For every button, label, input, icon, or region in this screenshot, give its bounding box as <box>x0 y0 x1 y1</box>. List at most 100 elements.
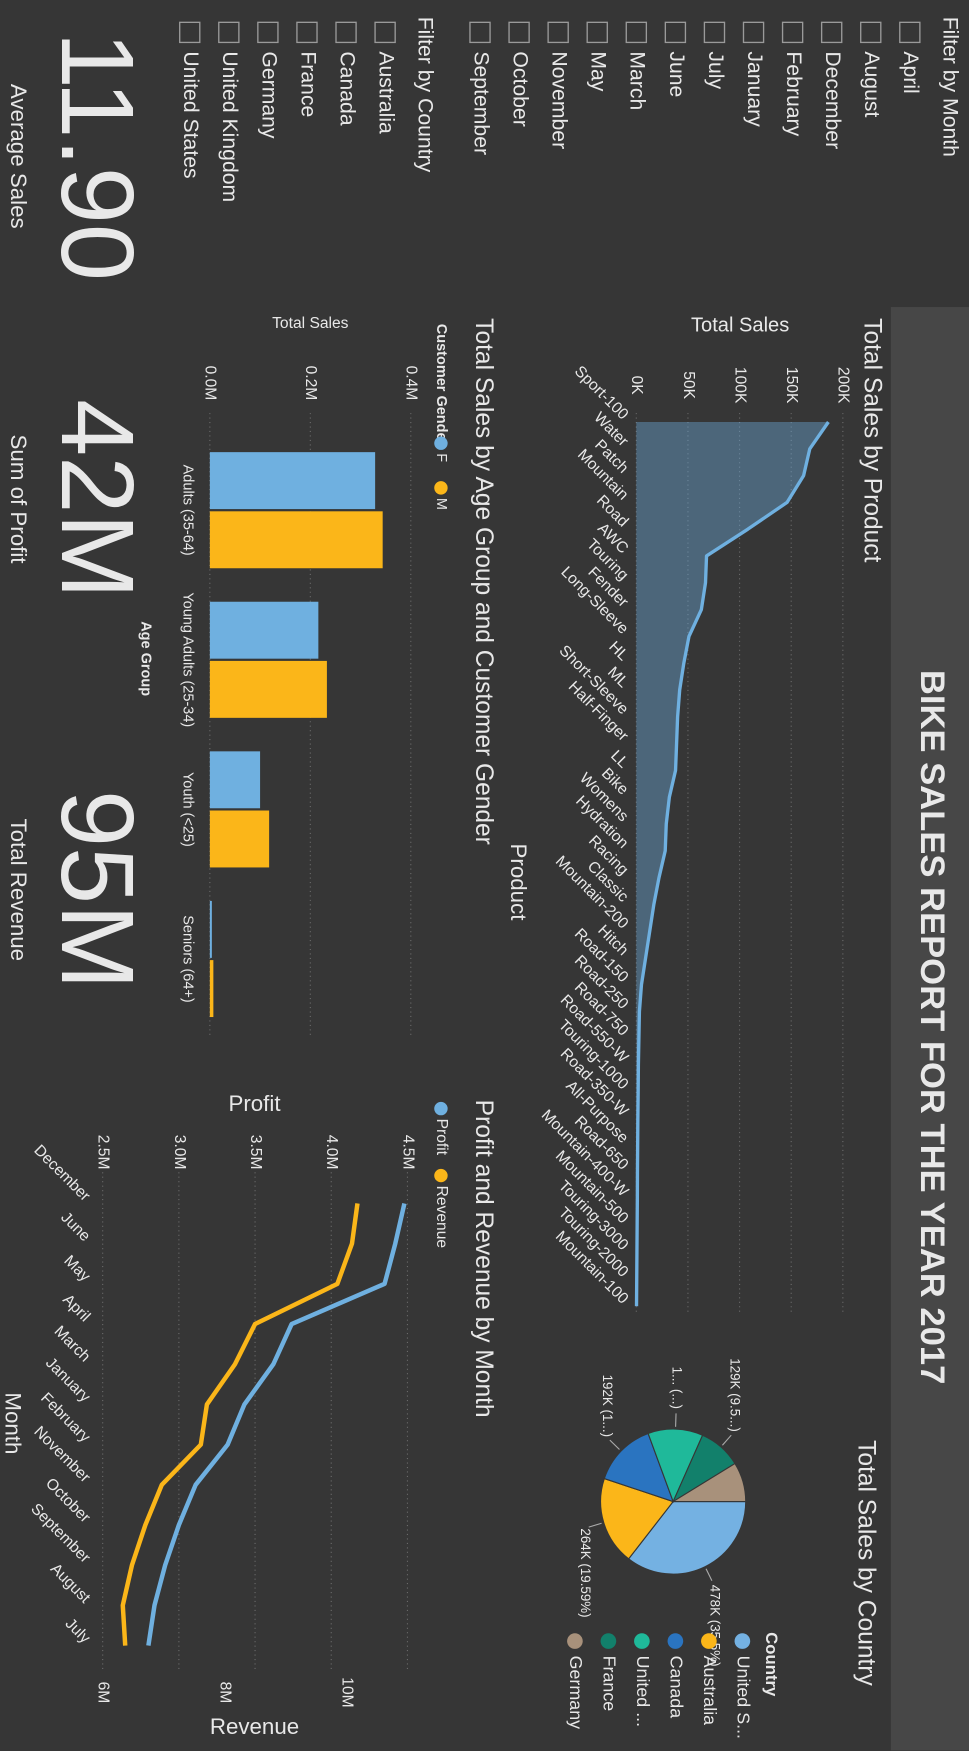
filter-checkbox[interactable] <box>703 21 726 44</box>
y-tick-label: 3.0M <box>171 1135 188 1170</box>
chart-title: Total Sales by Product <box>858 318 885 562</box>
line-series <box>146 1202 407 1646</box>
filter-option[interactable]: France <box>296 51 319 117</box>
legend-label: Profit <box>433 1119 450 1156</box>
legend-marker <box>434 1101 448 1116</box>
x-axis-title: Age Group <box>137 621 153 696</box>
legend-label: United ... <box>633 1656 653 1727</box>
legend-label: M <box>433 498 449 510</box>
bar <box>209 810 270 868</box>
legend-marker <box>434 436 448 450</box>
filter-option[interactable]: June <box>665 51 688 97</box>
filter-checkbox[interactable] <box>179 21 201 44</box>
kpi-label: Average Sales <box>6 84 31 229</box>
filter-option[interactable]: May <box>587 51 610 91</box>
bar <box>209 601 319 659</box>
y-tick-label: 0.0M <box>202 366 219 401</box>
y-tick-label: 0K <box>628 376 645 396</box>
kpi-label: Sum of Profit <box>6 435 31 565</box>
pie-slice <box>671 1462 747 1503</box>
filter-option[interactable]: October <box>508 51 531 126</box>
filter-checkbox[interactable] <box>899 21 921 44</box>
kpi-label: Total Revenue <box>6 818 31 961</box>
y-tick-label: 8M <box>216 1682 233 1704</box>
filter-checkbox[interactable] <box>820 21 843 44</box>
filter-checkbox[interactable] <box>860 21 882 44</box>
legend-label: France <box>600 1656 620 1712</box>
title-band <box>890 307 969 1751</box>
filter-option[interactable]: February <box>782 51 805 136</box>
area-line <box>634 421 830 1307</box>
x-tick-label: Adults (35-64) <box>180 465 196 556</box>
filter-option[interactable]: January <box>743 51 766 127</box>
filter-checkbox[interactable] <box>781 21 804 44</box>
y-tick-label: 0.4M <box>403 366 420 401</box>
legend-marker <box>600 1633 617 1649</box>
kpi-value: 95M <box>40 790 155 990</box>
filter-checkbox[interactable] <box>664 21 687 44</box>
filter-option[interactable]: Germany <box>257 51 280 139</box>
bar <box>209 660 327 718</box>
filter-option[interactable]: April <box>899 51 922 93</box>
label-leader <box>705 1568 713 1582</box>
filter-checkbox[interactable] <box>296 21 318 44</box>
y-axis-title: Total Sales <box>691 314 789 336</box>
y-tick-label: 0.2M <box>302 366 319 401</box>
legend-title: Country <box>762 1632 781 1697</box>
chart-title: Profit and Revenue by Month <box>470 1100 497 1418</box>
data-label: 192K (1...) <box>600 1375 615 1437</box>
filter-checkbox[interactable] <box>257 21 279 44</box>
x-axis-title: Month <box>0 1392 25 1454</box>
y2-axis-title: Revenue <box>210 1714 299 1739</box>
data-label: 478K (35.5%) <box>707 1585 722 1667</box>
legend-label: F <box>433 453 449 462</box>
x-tick-label: Young Adults (25-34) <box>180 592 196 727</box>
legend-marker <box>634 1633 650 1649</box>
area-fill <box>636 421 829 1307</box>
filter-option[interactable]: August <box>860 51 883 117</box>
data-label: 129K (9.5...) <box>728 1358 743 1432</box>
legend-marker <box>567 1633 583 1649</box>
filter-checkbox[interactable] <box>547 21 569 44</box>
filter-option[interactable]: March <box>626 51 649 110</box>
filter-option[interactable]: December <box>821 51 844 149</box>
filter-option[interactable]: United States <box>179 51 202 178</box>
y-axis-title: Profit <box>228 1091 281 1116</box>
legend-label: Germany <box>566 1656 586 1730</box>
line-series <box>120 1203 360 1646</box>
filter-option[interactable]: November <box>548 51 571 149</box>
filter-checkbox[interactable] <box>742 21 765 44</box>
kpi-value: 11.90 <box>40 32 155 281</box>
bar <box>209 452 376 510</box>
filter-checkbox[interactable] <box>218 21 240 44</box>
filter-option[interactable]: Canada <box>335 51 358 125</box>
filter-option[interactable]: Australia <box>375 51 398 134</box>
pie-slice <box>627 1500 747 1575</box>
x-tick-label: Youth (<25) <box>180 772 196 847</box>
legend-label: Canada <box>667 1656 687 1719</box>
x-tick-label: Seniors (64+) <box>180 915 196 1002</box>
legend-label: Revenue <box>433 1186 450 1248</box>
legend-marker <box>667 1633 684 1649</box>
data-label: 264K (19.59%) <box>578 1528 593 1617</box>
filter-checkbox[interactable] <box>586 21 608 44</box>
filter-checkbox[interactable] <box>625 21 648 44</box>
filter-option[interactable]: July <box>704 51 727 89</box>
legend-label: United S... <box>734 1656 754 1739</box>
filter-checkbox[interactable] <box>374 21 396 44</box>
filter-option[interactable]: United Kingdom <box>218 51 241 202</box>
chart-title: Total Sales by Country <box>853 1440 880 1686</box>
filter-option[interactable]: September <box>469 51 492 155</box>
filter-checkbox[interactable] <box>335 21 357 44</box>
legend-marker <box>701 1633 717 1649</box>
bar <box>209 511 383 569</box>
filter-checkbox[interactable] <box>508 21 530 44</box>
kpi-value: 42M <box>40 399 155 599</box>
y-tick-label: 3.5M <box>247 1135 264 1170</box>
label-leader <box>588 1522 602 1528</box>
report-title: BIKE SALES REPORT FOR THE YEAR 2017 <box>913 670 951 1384</box>
filter-checkbox[interactable] <box>469 21 491 44</box>
legend-marker <box>434 481 448 495</box>
